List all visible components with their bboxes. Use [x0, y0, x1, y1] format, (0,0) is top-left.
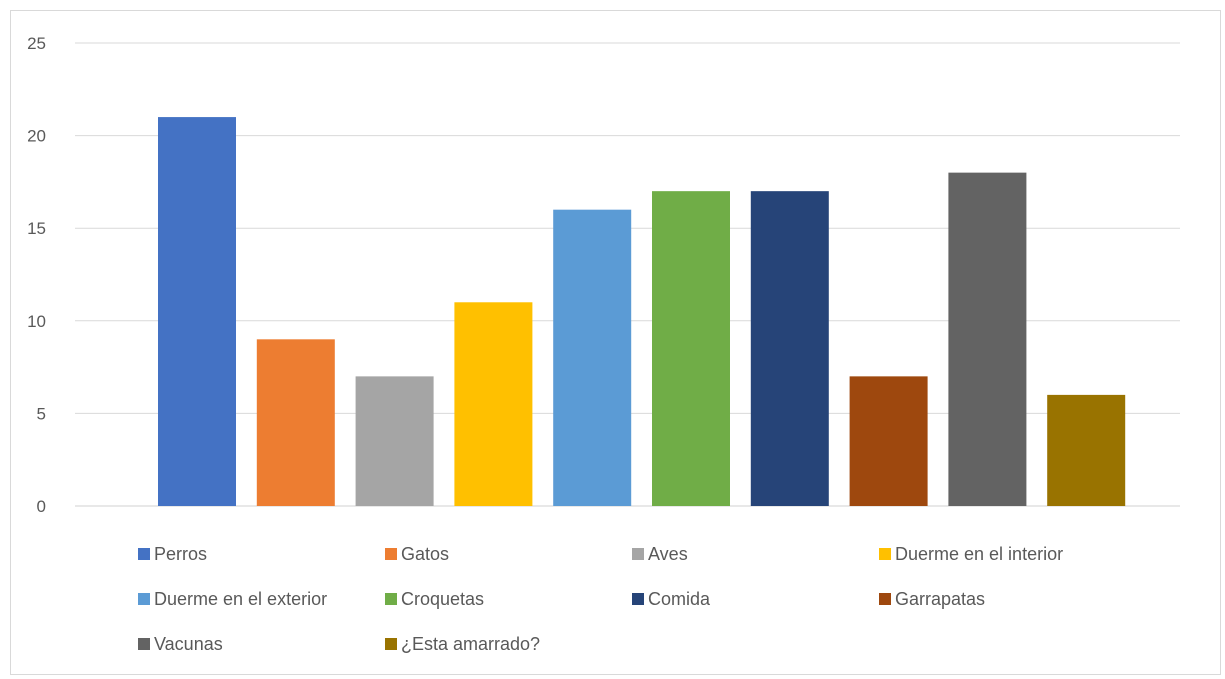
legend-swatch — [385, 638, 397, 650]
legend-label: Gatos — [401, 544, 449, 564]
legend-swatch — [138, 593, 150, 605]
legend-label: Aves — [648, 544, 688, 564]
legend-swatch — [632, 593, 644, 605]
legend-label: Comida — [648, 589, 711, 609]
bar-8 — [849, 376, 928, 506]
y-tick-label: 15 — [27, 219, 46, 238]
y-axis-ticks: 0 5 10 15 20 25 — [27, 34, 46, 516]
y-tick-label: 25 — [27, 34, 46, 53]
legend-label: Vacunas — [154, 634, 223, 654]
y-tick-label: 0 — [37, 497, 46, 516]
legend-label: Perros — [154, 544, 207, 564]
legend-label: Duerme en el exterior — [154, 589, 327, 609]
legend-swatch — [138, 548, 150, 560]
bars — [158, 117, 1126, 506]
y-tick-label: 10 — [27, 312, 46, 331]
legend-label: Garrapatas — [895, 589, 985, 609]
bar-4 — [454, 302, 533, 506]
legend-swatch — [138, 638, 150, 650]
legend-swatch — [879, 548, 891, 560]
bar-9 — [948, 172, 1027, 506]
legend-swatch — [632, 548, 644, 560]
y-tick-label: 20 — [27, 127, 46, 146]
y-tick-label: 5 — [37, 404, 46, 423]
bar-7 — [750, 191, 829, 506]
legend-swatch — [879, 593, 891, 605]
legend-label: Croquetas — [401, 589, 484, 609]
bar-3 — [355, 376, 434, 506]
bar-5 — [553, 209, 632, 506]
legend-label: ¿Esta amarrado? — [401, 634, 540, 654]
legend: Perros Gatos Aves Duerme en el interior Duer… — [138, 544, 1063, 654]
bar-10 — [1047, 394, 1126, 506]
legend-swatch — [385, 548, 397, 560]
bar-1 — [158, 117, 236, 506]
bar-6 — [652, 191, 730, 506]
legend-label: Duerme en el interior — [895, 544, 1063, 564]
bar-2 — [256, 339, 335, 506]
legend-swatch — [385, 593, 397, 605]
